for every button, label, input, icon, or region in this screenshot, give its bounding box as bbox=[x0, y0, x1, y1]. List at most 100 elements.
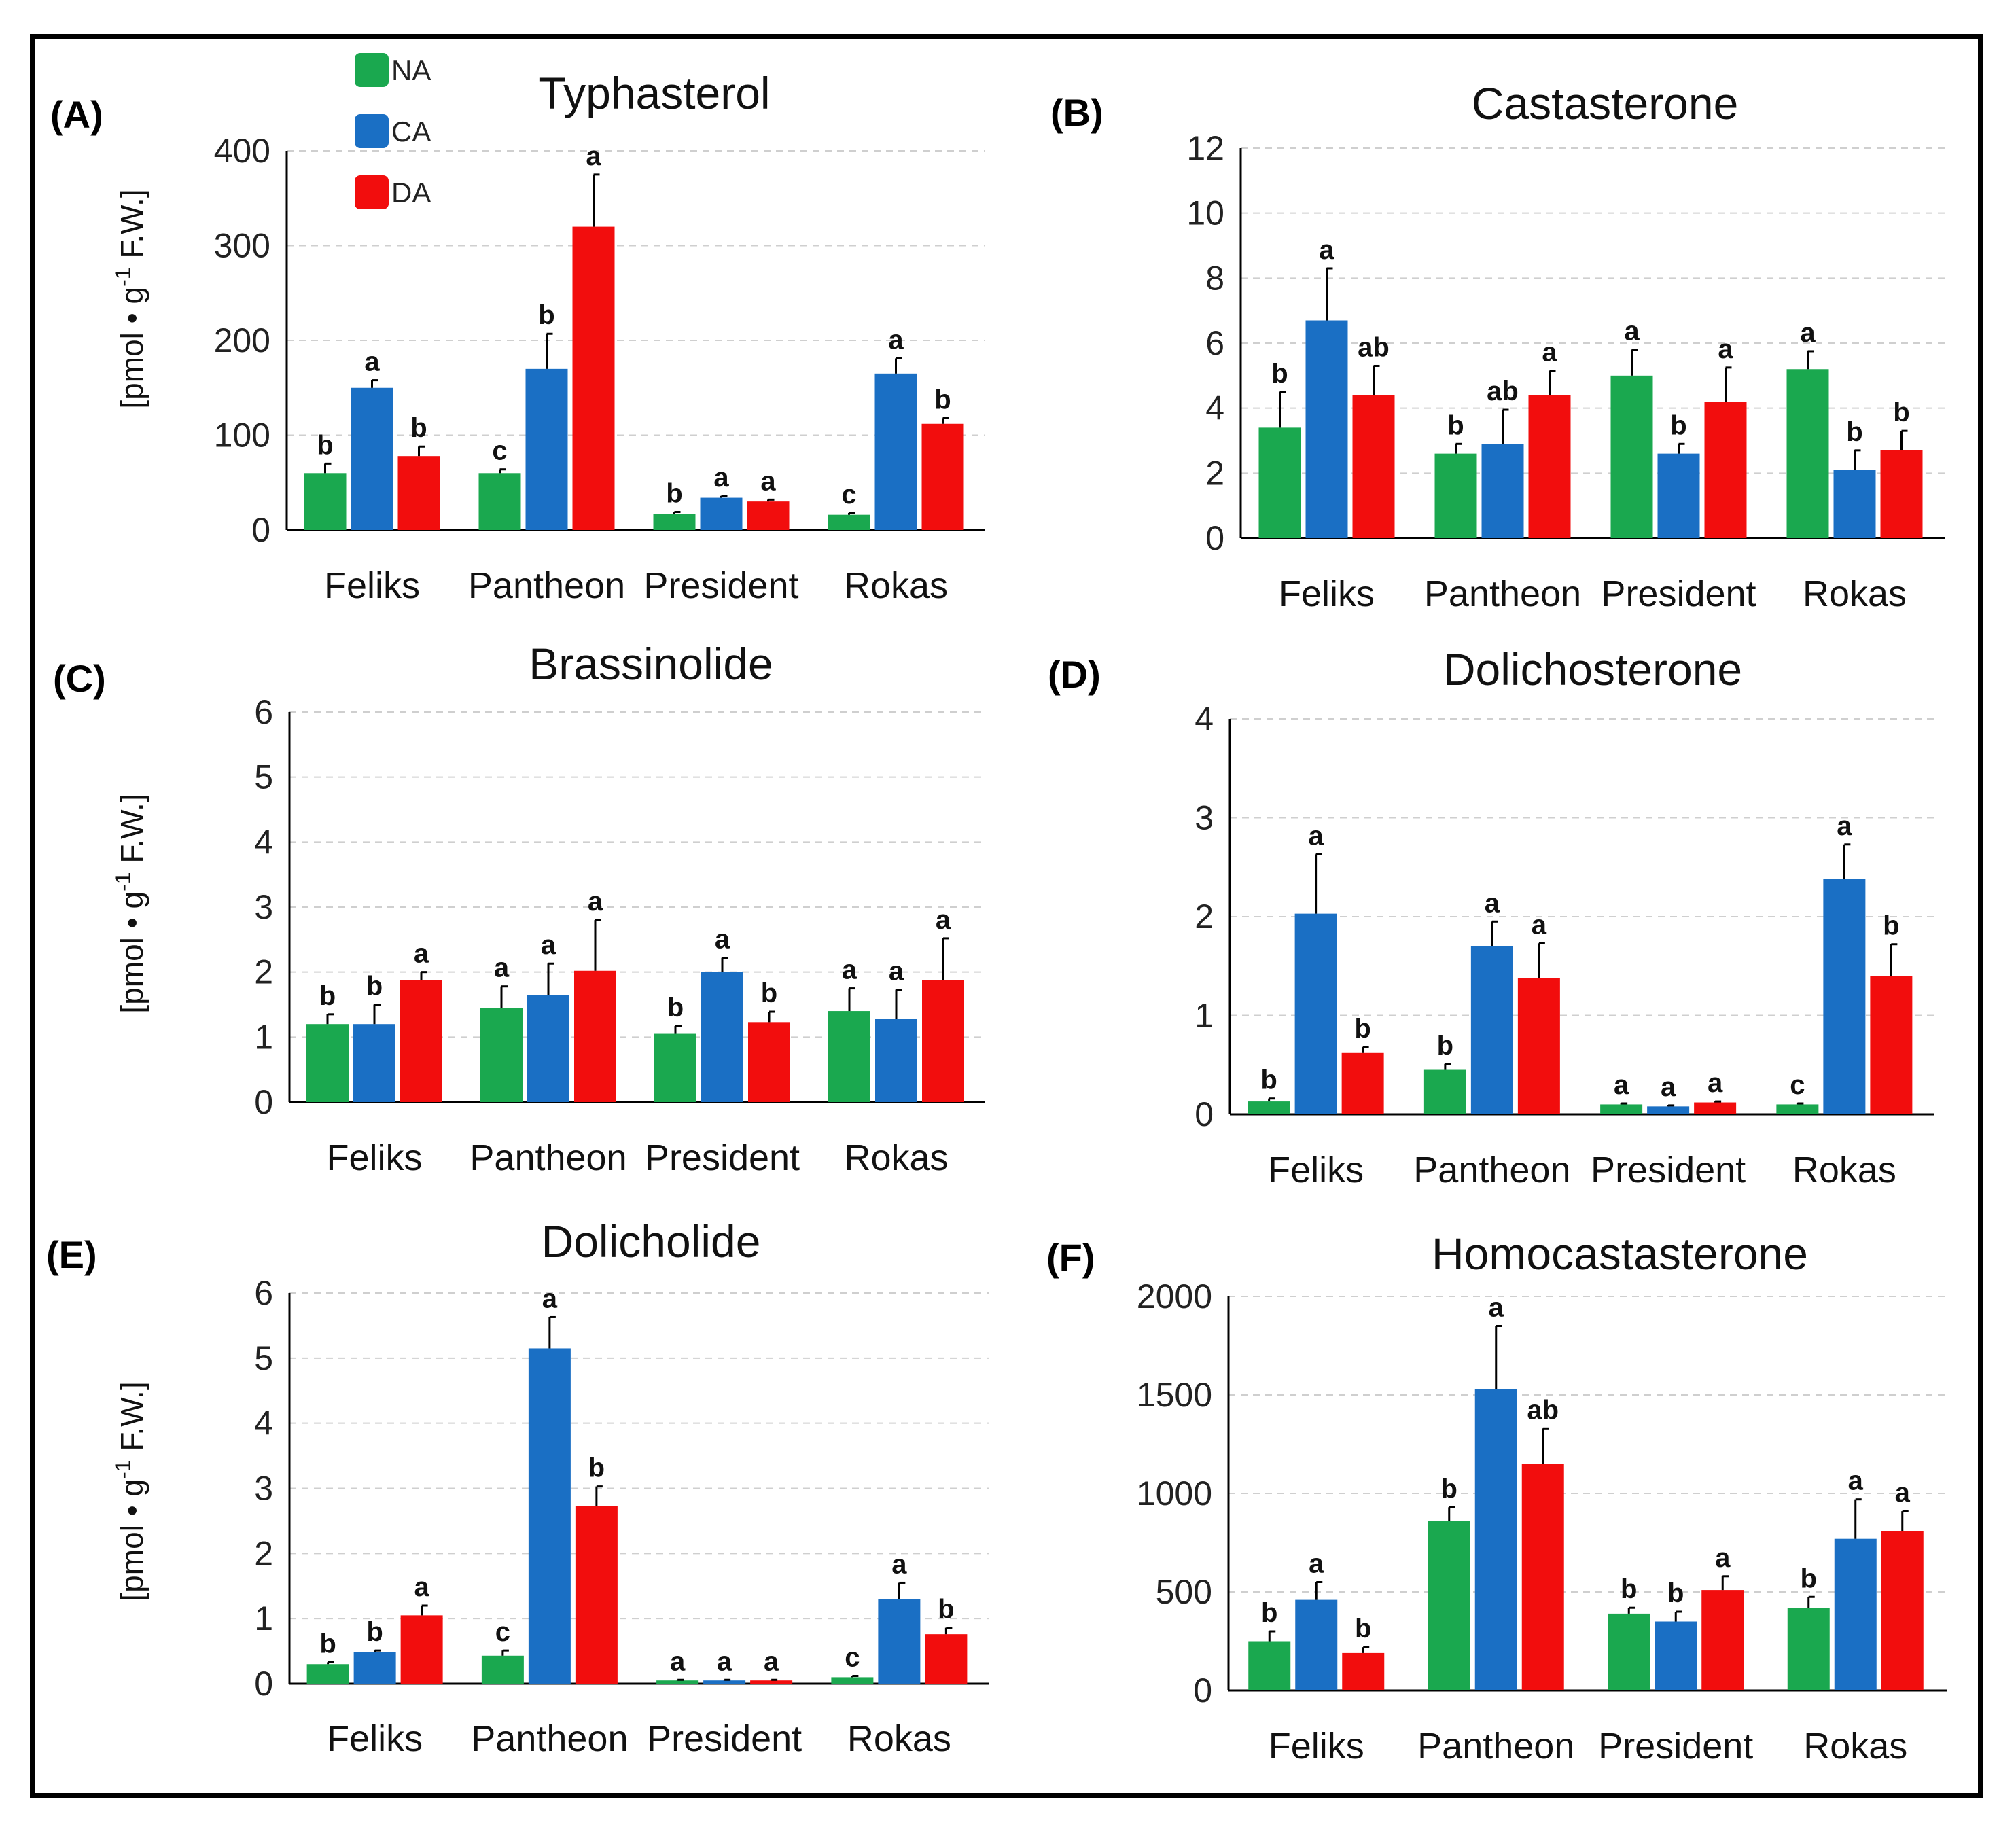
significance-label: b bbox=[319, 1629, 336, 1659]
significance-label: b bbox=[538, 300, 554, 330]
bar-da-feliks bbox=[400, 1615, 443, 1684]
y-tick-label: 200 bbox=[214, 321, 270, 359]
bar-na-rokas bbox=[828, 514, 870, 530]
legend-label-da: DA bbox=[391, 177, 431, 209]
bar-na-president bbox=[654, 1033, 696, 1102]
bar-da-president bbox=[750, 1680, 793, 1684]
bar-ca-feliks bbox=[1305, 320, 1348, 538]
y-tick-label: 0 bbox=[251, 511, 270, 549]
panel-letter: (B) bbox=[1050, 91, 1103, 134]
y-axis-label: [pmol • g-1 F.W.] bbox=[111, 189, 149, 408]
y-tick-label: 4 bbox=[254, 823, 273, 861]
panel-homocastasterone: (F) Homocastasterone0500100015002000babFe… bbox=[1046, 1228, 1947, 1767]
y-tick-label: 0 bbox=[1193, 1671, 1212, 1710]
category-label: Feliks bbox=[326, 1137, 422, 1178]
significance-label: b bbox=[1441, 1474, 1457, 1504]
category-label: Feliks bbox=[327, 1718, 423, 1759]
y-tick-label: 400 bbox=[214, 132, 270, 170]
bar-ca-pantheon bbox=[525, 368, 568, 530]
y-tick-label: 6 bbox=[254, 1274, 273, 1312]
significance-label: a bbox=[1837, 811, 1852, 841]
panel-title: Brassinolide bbox=[529, 639, 773, 689]
bar-ca-rokas bbox=[878, 1599, 921, 1684]
significance-label: b bbox=[1261, 1598, 1277, 1628]
bar-na-pantheon bbox=[1434, 453, 1477, 538]
bar-na-president bbox=[653, 514, 696, 530]
category-label: President bbox=[1601, 573, 1756, 614]
significance-label: a bbox=[888, 325, 904, 355]
y-tick-label: 4 bbox=[254, 1404, 273, 1442]
significance-label: b bbox=[1271, 359, 1288, 389]
y-tick-label: 2 bbox=[1195, 898, 1214, 936]
y-tick-label: 1000 bbox=[1137, 1474, 1212, 1512]
y-tick-label: 3 bbox=[254, 888, 273, 926]
significance-label: a bbox=[414, 939, 429, 969]
significance-label: c bbox=[1790, 1070, 1805, 1100]
significance-label: a bbox=[1715, 1543, 1731, 1573]
y-tick-label: 0 bbox=[254, 1665, 273, 1703]
bar-da-feliks bbox=[1352, 395, 1395, 538]
significance-label: a bbox=[1624, 317, 1640, 347]
bar-ca-pantheon bbox=[528, 1348, 571, 1684]
bar-ca-feliks bbox=[351, 387, 393, 530]
significance-label: a bbox=[1485, 888, 1500, 918]
significance-label: a bbox=[889, 956, 904, 986]
significance-label: a bbox=[713, 463, 729, 493]
significance-label: a bbox=[936, 905, 951, 935]
significance-label: b bbox=[934, 385, 951, 414]
category-label: Pantheon bbox=[471, 1718, 628, 1759]
y-tick-label: 6 bbox=[1205, 324, 1224, 362]
bar-da-pantheon bbox=[572, 226, 615, 530]
significance-label: a bbox=[1708, 1068, 1723, 1098]
significance-label: a bbox=[1895, 1478, 1911, 1508]
panel-letter: (A) bbox=[50, 93, 103, 136]
y-axis-label-main: [pmol • g bbox=[114, 287, 149, 409]
significance-label: a bbox=[586, 141, 601, 171]
panel-letter: (E) bbox=[46, 1233, 97, 1276]
bar-da-president bbox=[1701, 1590, 1744, 1690]
bar-na-president bbox=[1608, 1613, 1650, 1690]
significance-label: b bbox=[1437, 1031, 1453, 1061]
bar-ca-president bbox=[1655, 1621, 1697, 1690]
category-label: Feliks bbox=[1279, 573, 1375, 614]
category-label: Pantheon bbox=[1413, 1150, 1570, 1190]
bar-na-pantheon bbox=[478, 473, 521, 530]
y-tick-label: 2000 bbox=[1137, 1277, 1212, 1315]
bar-da-rokas bbox=[1881, 1531, 1924, 1690]
bar-ca-rokas bbox=[1834, 1538, 1877, 1690]
category-label: Pantheon bbox=[470, 1137, 626, 1178]
bar-ca-president bbox=[1647, 1106, 1690, 1114]
significance-label: c bbox=[841, 480, 856, 510]
y-tick-label: 1 bbox=[1195, 997, 1214, 1035]
y-axis-label-tail: F.W.] bbox=[114, 1381, 149, 1459]
bar-ca-pantheon bbox=[1481, 444, 1524, 538]
bar-da-rokas bbox=[1870, 976, 1913, 1114]
y-tick-label: 2 bbox=[254, 953, 273, 991]
significance-label: a bbox=[1614, 1070, 1629, 1100]
bar-ca-feliks bbox=[1294, 913, 1337, 1114]
bar-ca-pantheon bbox=[1470, 946, 1513, 1114]
y-axis-label: [pmol • g-1 F.W.] bbox=[111, 794, 149, 1013]
category-label: President bbox=[647, 1718, 802, 1759]
category-label: President bbox=[1598, 1726, 1753, 1767]
significance-label: a bbox=[1309, 1549, 1324, 1579]
bar-da-president bbox=[1694, 1102, 1737, 1114]
significance-label: a bbox=[542, 1283, 558, 1313]
y-axis-label-main: [pmol • g bbox=[114, 1479, 149, 1601]
significance-label: a bbox=[1319, 235, 1334, 265]
y-tick-label: 0 bbox=[254, 1083, 273, 1121]
bar-na-rokas bbox=[828, 1011, 870, 1102]
bar-na-pantheon bbox=[480, 1008, 523, 1102]
significance-label: a bbox=[1661, 1072, 1676, 1102]
category-label: Pantheon bbox=[1417, 1726, 1574, 1767]
significance-label: b bbox=[319, 981, 336, 1011]
significance-label: b bbox=[1801, 1563, 1817, 1593]
bar-na-feliks bbox=[1248, 1101, 1290, 1114]
bar-da-pantheon bbox=[1521, 1464, 1564, 1690]
category-label: Feliks bbox=[1269, 1726, 1364, 1767]
bar-na-pantheon bbox=[1428, 1521, 1470, 1690]
significance-label: a bbox=[1848, 1466, 1864, 1496]
significance-label: b bbox=[410, 413, 427, 443]
category-label: Rokas bbox=[1803, 573, 1907, 614]
